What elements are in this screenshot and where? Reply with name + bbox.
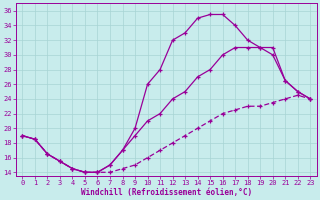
X-axis label: Windchill (Refroidissement éolien,°C): Windchill (Refroidissement éolien,°C) [81,188,252,197]
